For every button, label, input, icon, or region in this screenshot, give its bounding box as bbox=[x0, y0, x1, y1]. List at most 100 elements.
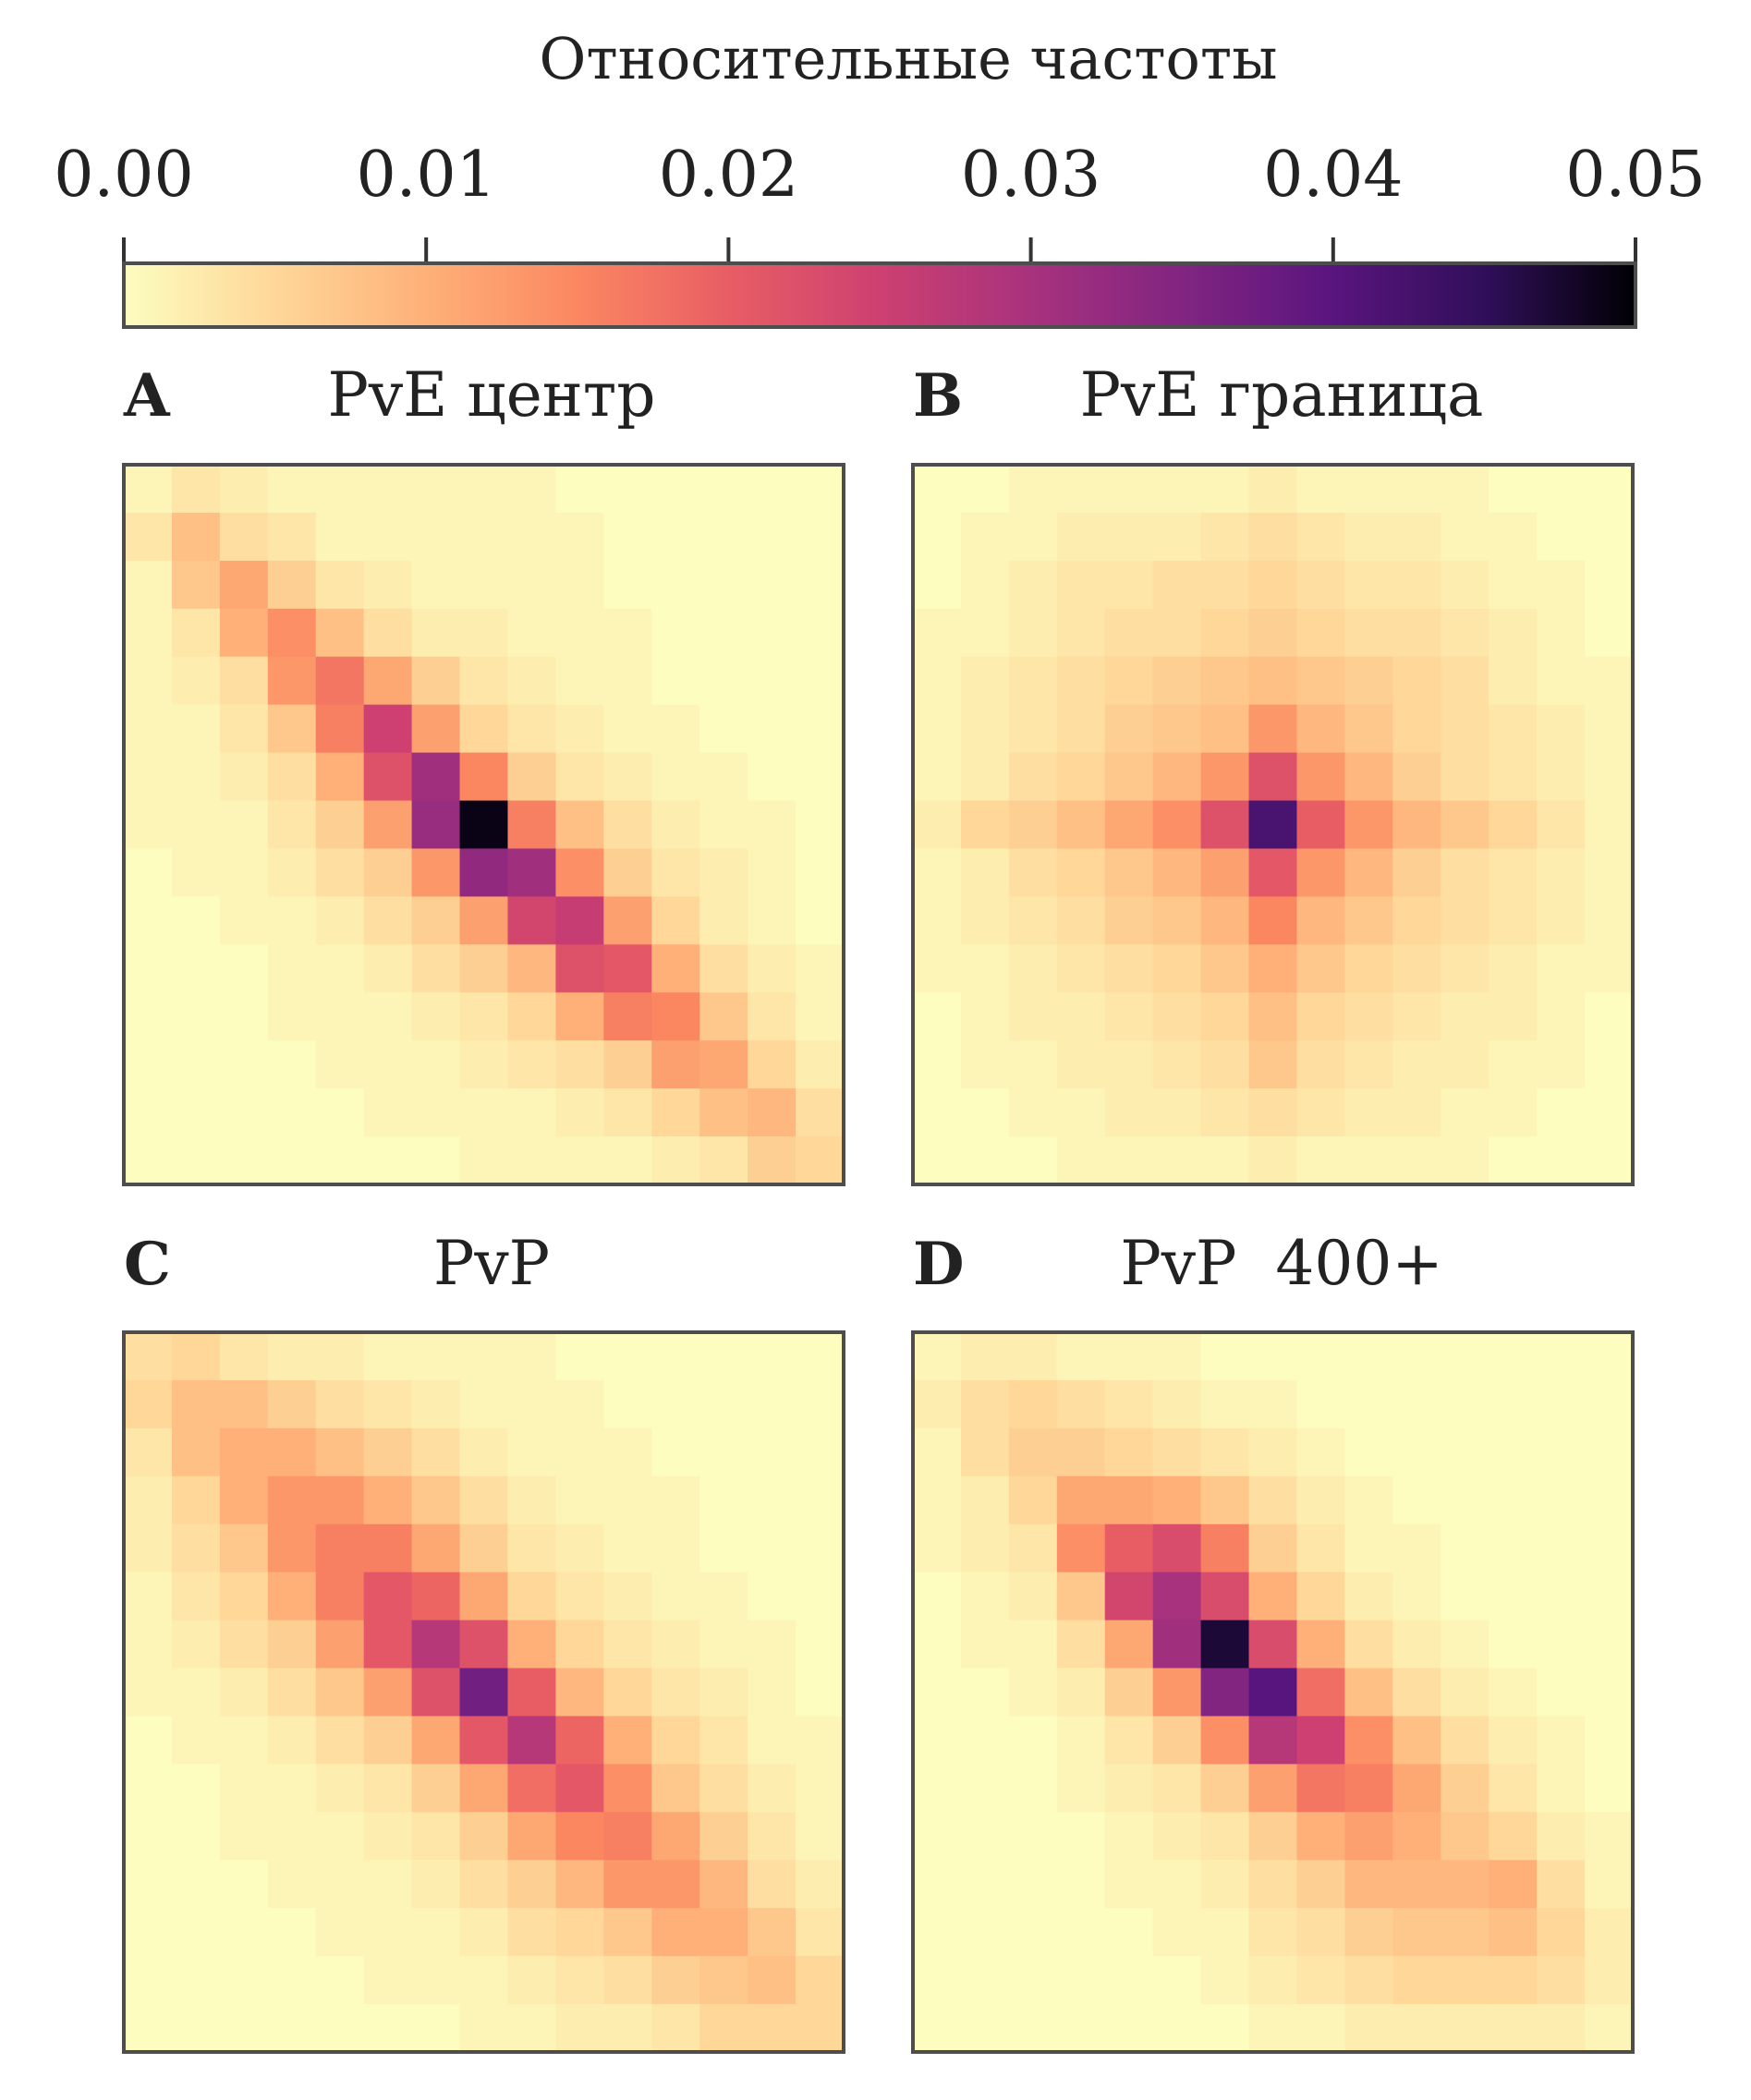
heatmap-cell bbox=[1489, 1716, 1538, 1765]
heatmap-cell bbox=[796, 896, 845, 945]
heatmap-cell bbox=[1489, 944, 1538, 993]
heatmap-cell bbox=[1392, 1764, 1441, 1813]
heatmap-cell bbox=[1441, 2004, 1490, 2053]
heatmap-cell bbox=[1152, 656, 1202, 706]
heatmap-cell bbox=[796, 512, 845, 562]
heatmap-cell bbox=[507, 896, 556, 945]
heatmap-cell bbox=[1441, 1764, 1490, 1813]
heatmap-cell bbox=[1248, 800, 1298, 850]
heatmap-cell bbox=[267, 1716, 317, 1765]
colorbar bbox=[122, 261, 1637, 329]
heatmap-cell bbox=[1585, 1427, 1634, 1477]
heatmap-cell bbox=[363, 1860, 413, 1909]
heatmap-cell bbox=[459, 800, 509, 850]
heatmap-cell bbox=[748, 1620, 796, 1669]
heatmap-cell bbox=[411, 1716, 461, 1765]
heatmap-cell bbox=[1344, 1572, 1393, 1621]
heatmap-cell bbox=[124, 896, 173, 945]
heatmap-cell bbox=[699, 1620, 748, 1669]
heatmap-cell bbox=[411, 992, 461, 1041]
heatmap-cell bbox=[555, 1860, 604, 1909]
heatmap-cell bbox=[171, 608, 221, 658]
heatmap-cell bbox=[507, 1040, 556, 1089]
heatmap-cell bbox=[1248, 1040, 1298, 1089]
heatmap-cell bbox=[171, 1427, 221, 1477]
heatmap-cell bbox=[1296, 752, 1345, 802]
heatmap-cell bbox=[219, 1475, 269, 1525]
heatmap-cell bbox=[1248, 1908, 1298, 1957]
heatmap-cell bbox=[171, 1332, 221, 1381]
heatmap-cell bbox=[1392, 656, 1441, 706]
heatmap-cell bbox=[960, 752, 1010, 802]
heatmap-cell bbox=[960, 1956, 1010, 2005]
heatmap-cell bbox=[507, 656, 556, 706]
heatmap-cell bbox=[1537, 1572, 1586, 1621]
heatmap-cell bbox=[1585, 944, 1634, 993]
heatmap-cell bbox=[1200, 1088, 1250, 1137]
heatmap-cell bbox=[555, 704, 604, 754]
heatmap-cell bbox=[267, 1379, 317, 1429]
heatmap-cell bbox=[603, 1860, 652, 1909]
heatmap-cell bbox=[267, 1332, 317, 1381]
heatmap-cell bbox=[555, 1379, 604, 1429]
heatmap-cell bbox=[315, 1136, 365, 1185]
heatmap-cell bbox=[748, 944, 796, 993]
heatmap-cell bbox=[507, 848, 556, 897]
heatmap-cell bbox=[603, 1523, 652, 1573]
heatmap-cell bbox=[124, 704, 173, 754]
heatmap-cell bbox=[459, 2004, 509, 2053]
heatmap-cell bbox=[1248, 1668, 1298, 1718]
heatmap-cell bbox=[1585, 1475, 1634, 1525]
heatmap-cell bbox=[555, 1812, 604, 1861]
heatmap-cell bbox=[1537, 1668, 1586, 1718]
heatmap-cell bbox=[555, 608, 604, 658]
heatmap-cell bbox=[913, 1040, 962, 1089]
heatmap-cell bbox=[555, 1956, 604, 2005]
heatmap-cell bbox=[699, 512, 748, 562]
heatmap-cell bbox=[267, 560, 317, 610]
heatmap-cell bbox=[219, 608, 269, 658]
heatmap-cell bbox=[219, 656, 269, 706]
heatmap-cell bbox=[1056, 704, 1106, 754]
heatmap-cell bbox=[603, 608, 652, 658]
heatmap-cell bbox=[699, 465, 748, 514]
heatmap-cell bbox=[1344, 752, 1393, 802]
heatmap-cell bbox=[1537, 704, 1586, 754]
heatmap-cell bbox=[1296, 560, 1345, 610]
heatmap-cell bbox=[748, 465, 796, 514]
heatmap-cell bbox=[1104, 896, 1154, 945]
heatmap-cell bbox=[1200, 1332, 1250, 1381]
heatmap-cell bbox=[651, 992, 700, 1041]
heatmap-cell bbox=[459, 1908, 509, 1957]
heatmap-cell bbox=[1392, 896, 1441, 945]
heatmap-cell bbox=[411, 1572, 461, 1621]
heatmap-cell bbox=[960, 2004, 1010, 2053]
colorbar-tick-label: 0.02 bbox=[659, 139, 798, 212]
heatmap-cell bbox=[411, 704, 461, 754]
heatmap-cell bbox=[363, 944, 413, 993]
heatmap-cell bbox=[171, 1764, 221, 1813]
heatmap-cell bbox=[1296, 1812, 1345, 1861]
heatmap-cell bbox=[1056, 848, 1106, 897]
heatmap-cell bbox=[1585, 1812, 1634, 1861]
heatmap-cell bbox=[796, 1088, 845, 1137]
heatmap-cell bbox=[960, 944, 1010, 993]
heatmap-cell bbox=[171, 896, 221, 945]
heatmap-cell bbox=[1104, 1088, 1154, 1137]
heatmap-cell bbox=[1585, 1332, 1634, 1381]
heatmap-cell bbox=[1104, 1716, 1154, 1765]
heatmap-cell bbox=[1056, 1860, 1106, 1909]
heatmap-cell bbox=[1585, 1620, 1634, 1669]
heatmap-cell bbox=[1296, 1572, 1345, 1621]
heatmap-cell bbox=[363, 1379, 413, 1429]
heatmap-cell bbox=[796, 800, 845, 850]
heatmap-cell bbox=[960, 1860, 1010, 1909]
heatmap-cell bbox=[507, 1956, 556, 2005]
heatmap-cell bbox=[1441, 1040, 1490, 1089]
heatmap-cell bbox=[1296, 1040, 1345, 1089]
heatmap-cell bbox=[1104, 1812, 1154, 1861]
heatmap-cell bbox=[1344, 1716, 1393, 1765]
heatmap-cell bbox=[363, 1764, 413, 1813]
heatmap-cell bbox=[651, 1427, 700, 1477]
heatmap-cell bbox=[1489, 1764, 1538, 1813]
